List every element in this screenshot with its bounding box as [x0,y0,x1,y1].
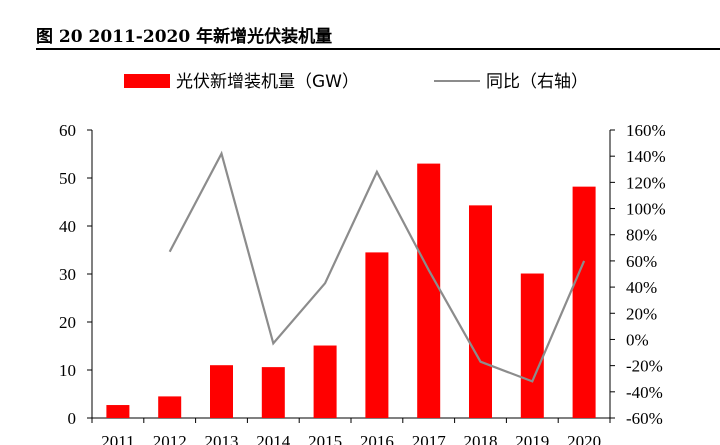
legend-bar-label: 光伏新增装机量（GW） [176,72,359,92]
y-left-tick-label: 20 [59,313,76,332]
bar [106,405,130,418]
y-left-tick-label: 10 [59,361,76,380]
y-right-tick-label: 20% [626,304,657,323]
y-right-tick-label: 0% [626,330,649,349]
x-tick-label: 2018 [464,432,498,445]
legend: 光伏新增装机量（GW） 同比（右轴） [124,72,588,92]
y-left-tick-label: 30 [59,265,76,284]
bar [469,205,492,418]
x-tick-label: 2014 [256,432,291,445]
x-tick-label: 2012 [153,432,187,445]
bar [417,163,441,418]
figure-title: 图 20 2011-2020 年新增光伏装机量 [36,27,333,47]
x-tick-label: 2011 [101,432,134,445]
y-right-tick-label: -60% [626,409,663,428]
x-tick-label: 2020 [567,432,601,445]
x-tick-label: 2019 [515,432,549,445]
yoy-line [168,150,586,383]
bar [158,396,182,418]
y-left-tick-label: 60 [59,121,76,140]
bar [261,367,285,418]
legend-bar-swatch [124,74,170,88]
x-tick-label: 2015 [308,432,342,445]
bar [210,365,233,418]
y-left-tick-label: 50 [59,169,76,188]
y-right-tick-label: 40% [626,278,657,297]
bars [106,163,596,418]
y-right-tick-label: 120% [626,173,666,192]
x-tick-label: 2016 [360,432,394,445]
bar [313,345,337,418]
x-tick-label: 2013 [205,432,239,445]
y-left-tick-label: 40 [59,217,76,236]
legend-line-label: 同比（右轴） [486,72,588,92]
y-right-tick-label: 100% [626,200,666,219]
y-right-tick-label: -20% [626,357,663,376]
bar [365,252,389,418]
y-right-tick-label: 80% [626,226,657,245]
y-right-tick-label: 60% [626,252,657,271]
title-rule [36,48,720,50]
bar [520,273,544,418]
y-left-tick-label: 0 [68,409,77,428]
y-right-tick-label: 160% [626,121,666,140]
y-right-tick-label: 140% [626,147,666,166]
y-right-tick-label: -40% [626,383,663,402]
x-tick-label: 2017 [412,432,447,445]
bar [572,186,596,418]
